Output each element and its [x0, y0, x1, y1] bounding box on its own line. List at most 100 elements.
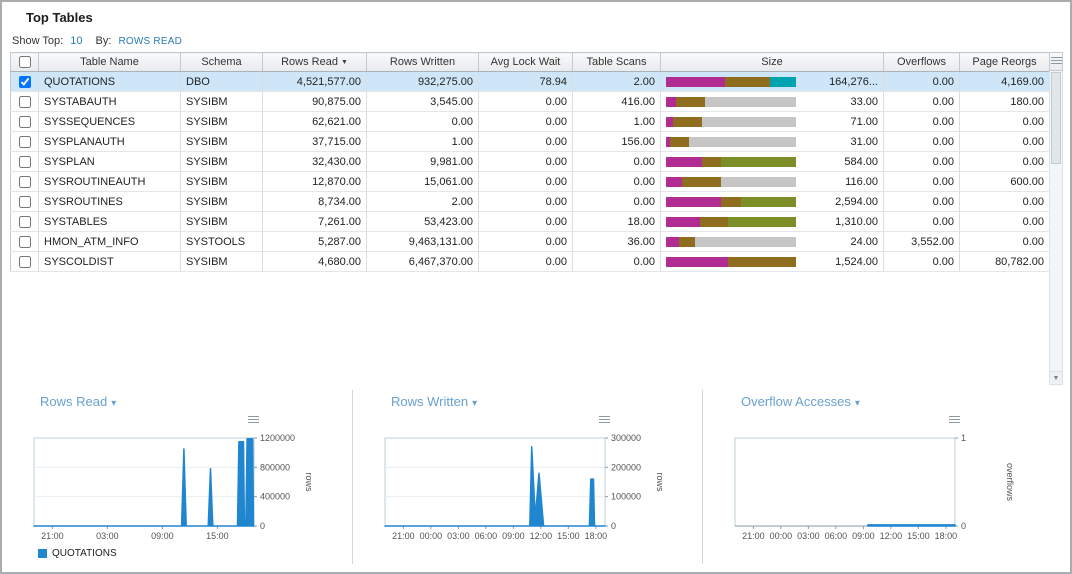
chart-options-icon[interactable] — [949, 416, 960, 425]
chevron-down-icon: ▾ — [111, 398, 117, 409]
size-cell: 24.00 — [660, 231, 884, 252]
x-tick-label: 09:00 — [151, 531, 174, 541]
size-bar-segment — [728, 216, 796, 227]
size-cell: 71.00 — [660, 111, 884, 132]
select-all-checkbox[interactable] — [18, 56, 31, 69]
row-checkbox[interactable] — [18, 155, 31, 168]
x-tick-label: 21:00 — [392, 531, 415, 541]
rows-written-cell: 2.00 — [366, 191, 479, 212]
vertical-scrollbar[interactable]: ▼ — [1049, 52, 1063, 385]
page-reorgs-cell: 4,169.00 — [959, 71, 1050, 92]
column-header-schema[interactable]: Schema — [180, 52, 263, 72]
show-top-value[interactable]: 10 — [70, 35, 83, 47]
table-row[interactable]: QUOTATIONS DBO 4,521,577.00 932,275.00 78.94… — [10, 71, 1050, 92]
size-cell: 33.00 — [660, 91, 884, 112]
chart-title-overflow-accesses[interactable]: Overflow Accesses ▾ — [741, 394, 860, 409]
show-top-label: Show Top: — [12, 35, 64, 47]
overflows-cell: 0.00 — [883, 151, 960, 172]
column-header-table-scans[interactable]: Table Scans — [572, 52, 661, 72]
rows-written-cell: 1.00 — [366, 131, 479, 152]
row-checkbox[interactable] — [18, 175, 31, 188]
size-bar — [666, 116, 796, 127]
chevron-down-icon: ▾ — [854, 398, 860, 409]
chart-options-icon[interactable] — [248, 416, 259, 425]
schema-cell: SYSIBM — [180, 91, 263, 112]
size-value: 164,276... — [829, 75, 878, 88]
by-value[interactable]: ROWS READ — [118, 36, 182, 47]
chart-body: 0 1 21:00 00:00 03:00 06:00 09:00 12:00 15:00 18:… — [729, 428, 1029, 567]
row-checkbox-cell — [10, 131, 39, 152]
rows-written-cell: 15,061.00 — [366, 171, 479, 192]
column-header-size[interactable]: Size — [660, 52, 884, 72]
size-bar — [666, 196, 796, 207]
overflows-cell: 0.00 — [883, 71, 960, 92]
row-checkbox-cell — [10, 151, 39, 172]
row-checkbox[interactable] — [18, 255, 31, 268]
page-reorgs-cell: 0.00 — [959, 151, 1050, 172]
x-tick-label: 21:00 — [742, 531, 765, 541]
table-row[interactable]: SYSTABLES SYSIBM 7,261.00 53,423.00 0.00 18.0… — [10, 211, 1050, 232]
column-header-rows-written[interactable]: Rows Written — [366, 52, 479, 72]
table-name-cell: QUOTATIONS — [38, 71, 181, 92]
row-checkbox[interactable] — [18, 135, 31, 148]
rows-read-cell: 7,261.00 — [262, 211, 367, 232]
schema-cell: DBO — [180, 71, 263, 92]
x-tick-label: 03:00 — [96, 531, 119, 541]
table-scans-cell: 156.00 — [572, 131, 661, 152]
series-quotations — [867, 524, 956, 527]
table-row[interactable]: SYSPLANAUTH SYSIBM 37,715.00 1.00 0.00 156.00… — [10, 131, 1050, 152]
size-bar-segment — [666, 216, 700, 227]
x-tick-label: 09:00 — [502, 531, 525, 541]
size-cell: 116.00 — [660, 171, 884, 192]
table-body: QUOTATIONS DBO 4,521,577.00 932,275.00 78.94… — [10, 71, 1050, 272]
column-header-overflows[interactable]: Overflows — [883, 52, 960, 72]
rows-written-cell: 0.00 — [366, 111, 479, 132]
table-row[interactable]: SYSSEQUENCES SYSIBM 62,621.00 0.00 0.00 1.00 7… — [10, 111, 1050, 132]
y-tick-label: 1200000 — [260, 433, 295, 443]
chart-options-icon[interactable] — [599, 416, 610, 425]
size-bar-segment — [724, 76, 770, 87]
table-row[interactable]: HMON_ATM_INFO SYSTOOLS 5,287.00 9,463,131.0… — [10, 231, 1050, 252]
overflows-cell: 3,552.00 — [883, 231, 960, 252]
row-checkbox[interactable] — [18, 235, 31, 248]
scrollbar-track[interactable] — [1049, 71, 1063, 372]
chart-legend: QUOTATIONS — [38, 548, 117, 559]
avg-lock-wait-cell: 0.00 — [478, 151, 573, 172]
rows-read-cell: 62,621.00 — [262, 111, 367, 132]
column-header-rows-read[interactable]: Rows Read ▼ — [262, 52, 367, 72]
row-checkbox[interactable] — [18, 215, 31, 228]
table-row[interactable]: SYSPLAN SYSIBM 32,430.00 9,981.00 0.00 0.00 58… — [10, 151, 1050, 172]
overflows-cell: 0.00 — [883, 251, 960, 272]
chart-title-rows-written[interactable]: Rows Written ▾ — [391, 394, 478, 409]
table-row[interactable]: SYSTABAUTH SYSIBM 90,875.00 3,545.00 0.00 416… — [10, 91, 1050, 112]
schema-cell: SYSIBM — [180, 171, 263, 192]
chart-title-rows-read[interactable]: Rows Read ▾ — [40, 394, 117, 409]
size-value: 33.00 — [850, 95, 878, 108]
x-tick-label: 15:00 — [907, 531, 930, 541]
size-bar-segment — [702, 116, 796, 127]
row-checkbox[interactable] — [18, 195, 31, 208]
rows-read-cell: 90,875.00 — [262, 91, 367, 112]
table-row[interactable]: SYSROUTINES SYSIBM 8,734.00 2.00 0.00 0.00 2,5… — [10, 191, 1050, 212]
column-header-avg-lock-wait[interactable]: Avg Lock Wait — [478, 52, 573, 72]
size-cell: 164,276... — [660, 71, 884, 92]
table-scans-cell: 0.00 — [572, 251, 661, 272]
row-checkbox[interactable] — [18, 115, 31, 128]
row-checkbox[interactable] — [18, 75, 31, 88]
x-tick-label: 15:00 — [206, 531, 229, 541]
size-bar — [666, 256, 796, 267]
size-bar-segment — [681, 176, 721, 187]
legend-swatch — [38, 549, 47, 558]
column-chooser-button[interactable] — [1049, 52, 1063, 71]
scrollbar-down-button[interactable]: ▼ — [1049, 372, 1063, 385]
chevron-down-icon: ▾ — [472, 398, 478, 409]
table-row[interactable]: SYSROUTINEAUTH SYSIBM 12,870.00 15,061.00 0.… — [10, 171, 1050, 192]
table-row[interactable]: SYSCOLDIST SYSIBM 4,680.00 6,467,370.00 0.00… — [10, 251, 1050, 272]
table-scans-cell: 2.00 — [572, 71, 661, 92]
row-checkbox[interactable] — [18, 95, 31, 108]
column-header-table-name[interactable]: Table Name — [38, 52, 181, 72]
scrollbar-thumb[interactable] — [1051, 72, 1061, 164]
rows-written-cell: 932,275.00 — [366, 71, 479, 92]
column-header-page-reorgs[interactable]: Page Reorgs — [959, 52, 1050, 72]
table-name-cell: SYSPLANAUTH — [38, 131, 181, 152]
